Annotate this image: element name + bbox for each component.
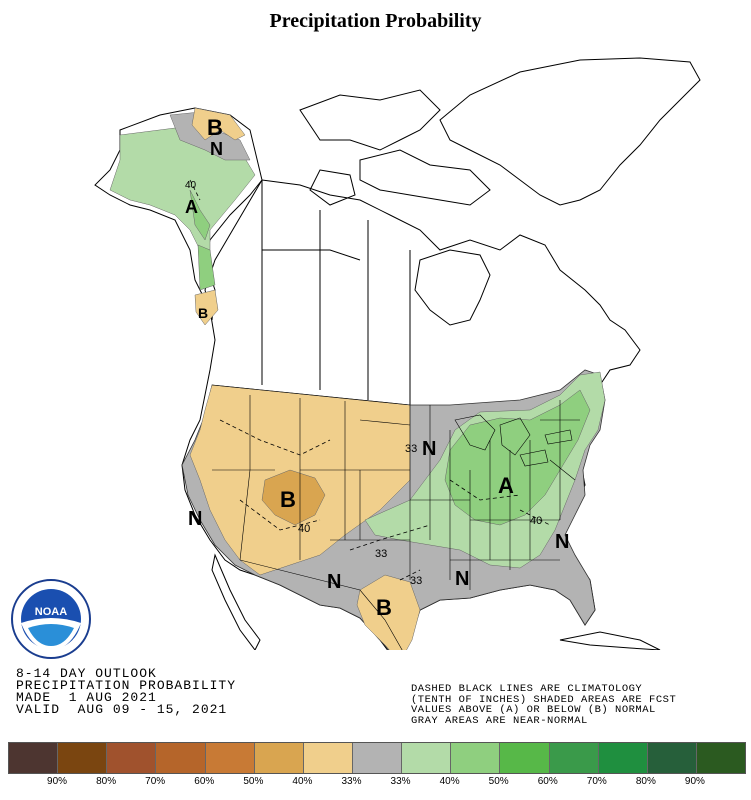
- cuba-outline: [559, 631, 661, 650]
- texas-b-label: B: [376, 595, 392, 620]
- legend-swatch: [402, 743, 452, 773]
- legend-label: 70%: [586, 776, 607, 787]
- legend-swatch: [156, 743, 206, 773]
- notes-line-4: GRAY AREAS ARE NEAR-NORMAL: [411, 714, 588, 727]
- alaska-above-core: [189, 189, 211, 241]
- legend-swatch: [647, 743, 697, 773]
- legend-swatch: [205, 743, 255, 773]
- legend-swatch: [107, 743, 157, 773]
- legend-swatch: [254, 743, 304, 773]
- west-n-label: N: [188, 508, 202, 530]
- great-lakes: [454, 414, 573, 467]
- colorado-40-label: 40: [298, 523, 310, 535]
- gulf-n-label: N: [455, 568, 469, 590]
- map-title: Precipitation Probability: [269, 10, 482, 32]
- legend-label: 33%: [390, 776, 411, 787]
- legend-swatch: [451, 743, 501, 773]
- map-notes: DASHED BLACK LINES ARE CLIMATOLOGY (TENT…: [411, 684, 676, 726]
- legend-swatch: [500, 743, 550, 773]
- legend-label: 40%: [439, 776, 460, 787]
- arctic-islands-outline: [299, 89, 491, 206]
- hudson-bay-outline: [414, 249, 491, 326]
- notes-line-3: VALUES ABOVE (A) OR BELOW (B) NORMAL: [411, 704, 656, 716]
- ohio-a-label: A: [498, 473, 514, 498]
- noaa-logo-text: NOAA: [35, 606, 67, 618]
- canada-province-lines: [261, 180, 411, 405]
- legend-swatch: [696, 743, 746, 773]
- greenland-outline: [439, 57, 701, 206]
- legend-label: 80%: [635, 776, 656, 787]
- alaska-n-label: N: [210, 139, 223, 159]
- notes-line-1: DASHED BLACK LINES ARE CLIMATOLOGY: [411, 683, 643, 695]
- outlook-line-3: MADE 1 AUG 2021: [16, 690, 157, 705]
- legend-swatch: [58, 743, 108, 773]
- colorado-below-core: [261, 469, 326, 526]
- legend-label: 40%: [292, 776, 313, 787]
- outlook-line-4: VALID AUG 09 - 15, 2021: [16, 702, 228, 717]
- legend-label: 50%: [488, 776, 509, 787]
- texas-below-normal: [356, 574, 421, 650]
- texas-33-label: 33: [410, 575, 422, 587]
- us-mexico-border: [239, 559, 403, 650]
- midwest-n-label: N: [422, 438, 436, 460]
- legend-label: 50%: [243, 776, 264, 787]
- plains-33-label: 33: [375, 548, 387, 560]
- climatology-lines: [189, 179, 551, 581]
- panhandle-below: [194, 289, 219, 326]
- baja-outline: [211, 553, 261, 650]
- legend-label: 80%: [96, 776, 117, 787]
- south-n-label: N: [327, 571, 341, 593]
- legend-swatch: [598, 743, 648, 773]
- alaska-b-label: B: [207, 115, 223, 140]
- outlook-line-2: PRECIPITATION PROBABILITY: [16, 678, 237, 693]
- noaa-logo: NOAA: [11, 579, 91, 659]
- colorado-b-label: B: [280, 487, 296, 512]
- legend-label: 70%: [145, 776, 166, 787]
- alaska-below-region: [191, 107, 246, 141]
- midwest-33-label: 33: [405, 443, 417, 455]
- outlook-info: 8-14 DAY OUTLOOK PRECIPITATION PROBABILI…: [16, 666, 237, 717]
- us-state-lines: [211, 384, 580, 590]
- panhandle-b-label: B: [198, 305, 208, 321]
- probability-legend: [8, 742, 746, 774]
- precipitation-map: B N A 40 B B 40 N N N N N B 33 A 40 33 3…: [94, 57, 701, 650]
- alaska-40-label: 40: [185, 180, 197, 191]
- legend-label: 90%: [684, 776, 705, 787]
- east-above-core: [444, 389, 591, 526]
- outlook-line-1: 8-14 DAY OUTLOOK: [16, 666, 157, 681]
- notes-line-2: (TENTH OF INCHES) SHADED AREAS ARE FCST: [411, 693, 677, 706]
- alaska-outline: [94, 107, 263, 321]
- legend-label: 60%: [194, 776, 215, 787]
- legend-swatch: [352, 743, 403, 773]
- east-40-label: 40: [530, 515, 542, 527]
- legend-swatch: [9, 743, 59, 773]
- alaska-a-label: A: [185, 197, 198, 217]
- legend-label: 33%: [341, 776, 362, 787]
- legend-swatch: [549, 743, 599, 773]
- legend-label: 60%: [537, 776, 558, 787]
- legend-label: 90%: [47, 776, 68, 787]
- panhandle-above: [197, 244, 216, 291]
- legend-swatch: [303, 743, 353, 773]
- east-n-label: N: [555, 531, 569, 553]
